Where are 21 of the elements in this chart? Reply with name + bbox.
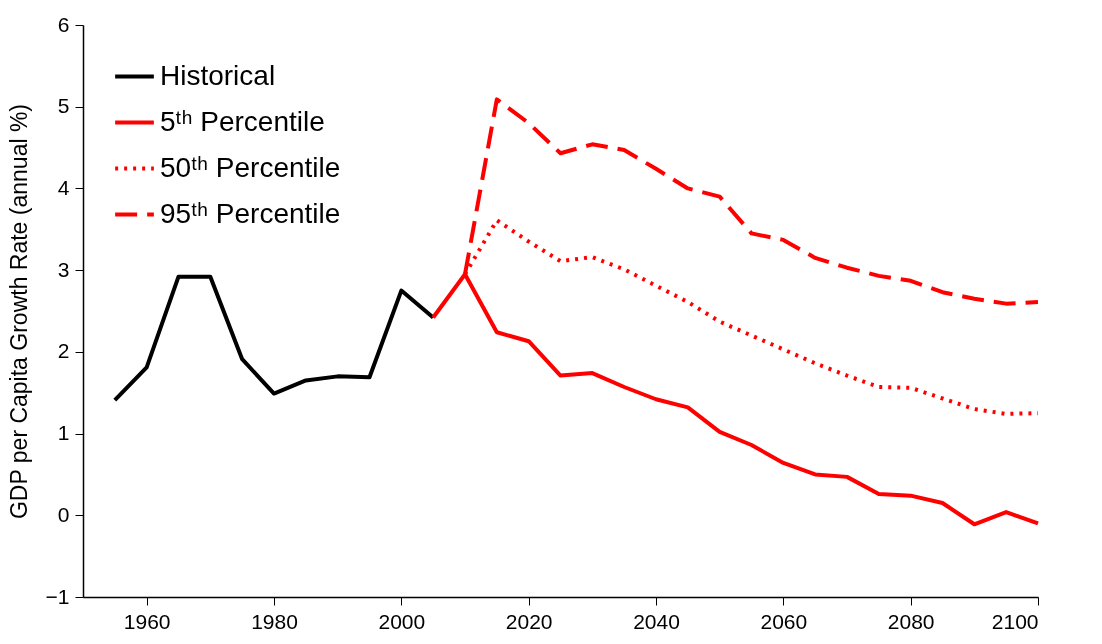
- x-tick-label: 2000: [378, 609, 426, 633]
- y-tick-label: 2: [57, 339, 70, 363]
- x-tick-label: 1960: [123, 609, 171, 633]
- legend-label: 50ᵗʰ Percentile: [160, 151, 341, 183]
- y-tick-label: 4: [57, 175, 70, 199]
- legend-label: 5ᵗʰ Percentile: [160, 105, 325, 137]
- x-tick-label: 2020: [505, 609, 553, 633]
- x-tick-label: 1980: [251, 609, 298, 633]
- legend-label: Historical: [160, 59, 276, 91]
- y-tick-label: 6: [57, 12, 70, 36]
- y-tick-label: −1: [45, 584, 70, 608]
- x-tick-label: 2080: [887, 609, 935, 633]
- x-tick-label: 2100: [991, 609, 1039, 633]
- y-tick-label: 0: [57, 502, 70, 526]
- y-tick-label: 5: [57, 94, 70, 118]
- y-tick-label: 3: [57, 257, 70, 281]
- y-axis-title: GDP per Capita Growth Rate (annual %): [5, 103, 32, 520]
- x-tick-label: 2040: [633, 609, 680, 633]
- x-tick-label: 2060: [760, 609, 808, 633]
- legend-label: 95ᵗʰ Percentile: [160, 197, 341, 229]
- y-tick-label: 1: [57, 421, 70, 445]
